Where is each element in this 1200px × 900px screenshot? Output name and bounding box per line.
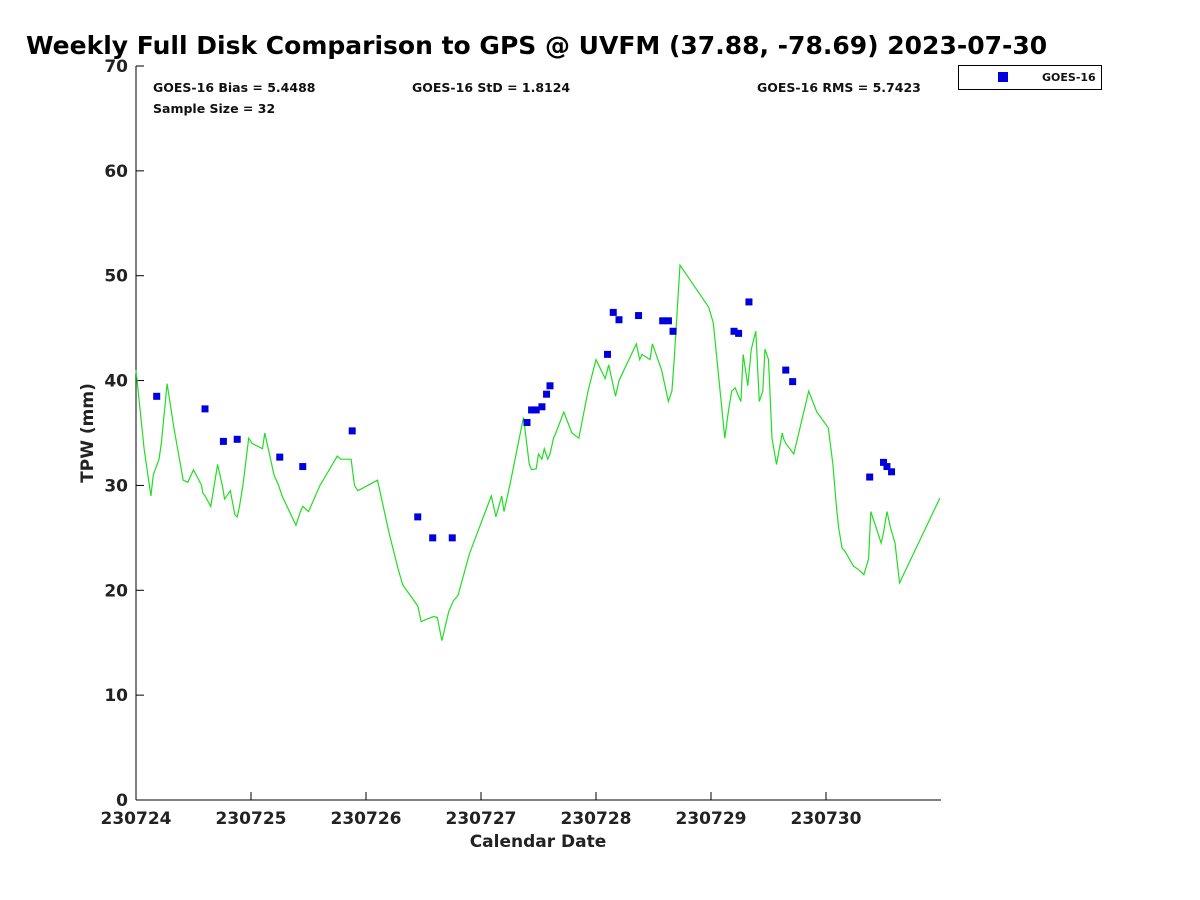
sample-size-annotation: Sample Size = 32	[153, 101, 275, 116]
goes16-points	[153, 298, 896, 542]
y-tick-label: 60	[104, 162, 128, 182]
x-tick-label: 230726	[331, 809, 402, 829]
goes16-point	[669, 327, 677, 335]
goes16-point	[664, 317, 672, 325]
goes16-point	[448, 534, 456, 542]
goes16-point	[782, 366, 790, 374]
y-axis-ticks: 0 10 20 30 40 50 60 70	[104, 57, 144, 811]
goes16-point	[659, 317, 667, 325]
goes16-point	[233, 435, 241, 443]
goes16-point	[546, 382, 554, 390]
y-tick-label: 40	[104, 372, 128, 392]
goes16-point	[615, 316, 623, 324]
goes16-point	[635, 312, 643, 320]
goes16-point	[880, 458, 887, 466]
std-annotation: GOES-16 StD = 1.8124	[412, 80, 570, 95]
x-axis-ticks: 230724 230725 230726 230727 230728 230729 2307…	[101, 792, 862, 829]
goes16-point	[604, 350, 611, 358]
legend-label: GOES-16	[1042, 71, 1096, 84]
goes16-point	[735, 329, 743, 337]
x-tick-label: 230729	[676, 809, 747, 829]
goes16-point	[532, 406, 540, 414]
goes16-point	[888, 468, 896, 476]
x-tick-label: 230724	[101, 809, 172, 829]
y-tick-label: 50	[104, 267, 128, 287]
goes16-point	[201, 405, 209, 413]
goes16-point	[153, 392, 161, 400]
y-tick-label: 10	[104, 686, 128, 706]
x-tick-label: 230730	[791, 809, 862, 829]
legend-box	[958, 65, 1102, 90]
goes16-point	[299, 463, 307, 471]
legend: GOES-16	[958, 65, 1102, 90]
x-axis-label: Calendar Date	[470, 832, 607, 852]
goes16-point	[609, 308, 617, 316]
bias-annotation: GOES-16 Bias = 5.4488	[153, 80, 315, 95]
goes16-point	[219, 437, 227, 445]
x-tick-label: 230728	[561, 809, 632, 829]
chart-title: Weekly Full Disk Comparison to GPS @ UVF…	[26, 31, 1047, 60]
gps-tpw-series-line	[135, 263, 941, 641]
goes16-point	[730, 327, 738, 335]
goes16-point	[429, 534, 437, 542]
goes16-point	[866, 473, 874, 481]
goes16-point	[414, 513, 422, 521]
goes16-point	[789, 378, 797, 386]
goes16-point	[523, 419, 531, 427]
goes16-point	[538, 403, 546, 411]
goes16-point	[883, 463, 891, 471]
plot-area: 0 10 20 30 40 50 60 70 230724 230725 230726 230727…	[101, 57, 941, 829]
goes16-point	[348, 427, 356, 435]
y-tick-label: 20	[104, 581, 128, 601]
y-tick-label: 0	[116, 791, 128, 811]
statistics-annotations: GOES-16 Bias = 5.4488 GOES-16 StD = 1.81…	[153, 80, 921, 116]
rms-annotation: GOES-16 RMS = 5.7423	[757, 80, 921, 95]
goes16-point	[745, 298, 753, 306]
goes16-point	[543, 390, 551, 398]
y-axis-label: TPW (mm)	[78, 383, 98, 483]
y-tick-label: 30	[104, 476, 128, 496]
x-tick-label: 230727	[446, 809, 517, 829]
x-tick-label: 230725	[216, 809, 287, 829]
goes16-point	[528, 406, 536, 414]
y-tick-label: 70	[104, 57, 128, 77]
legend-marker	[998, 72, 1008, 82]
goes16-point	[276, 453, 284, 461]
